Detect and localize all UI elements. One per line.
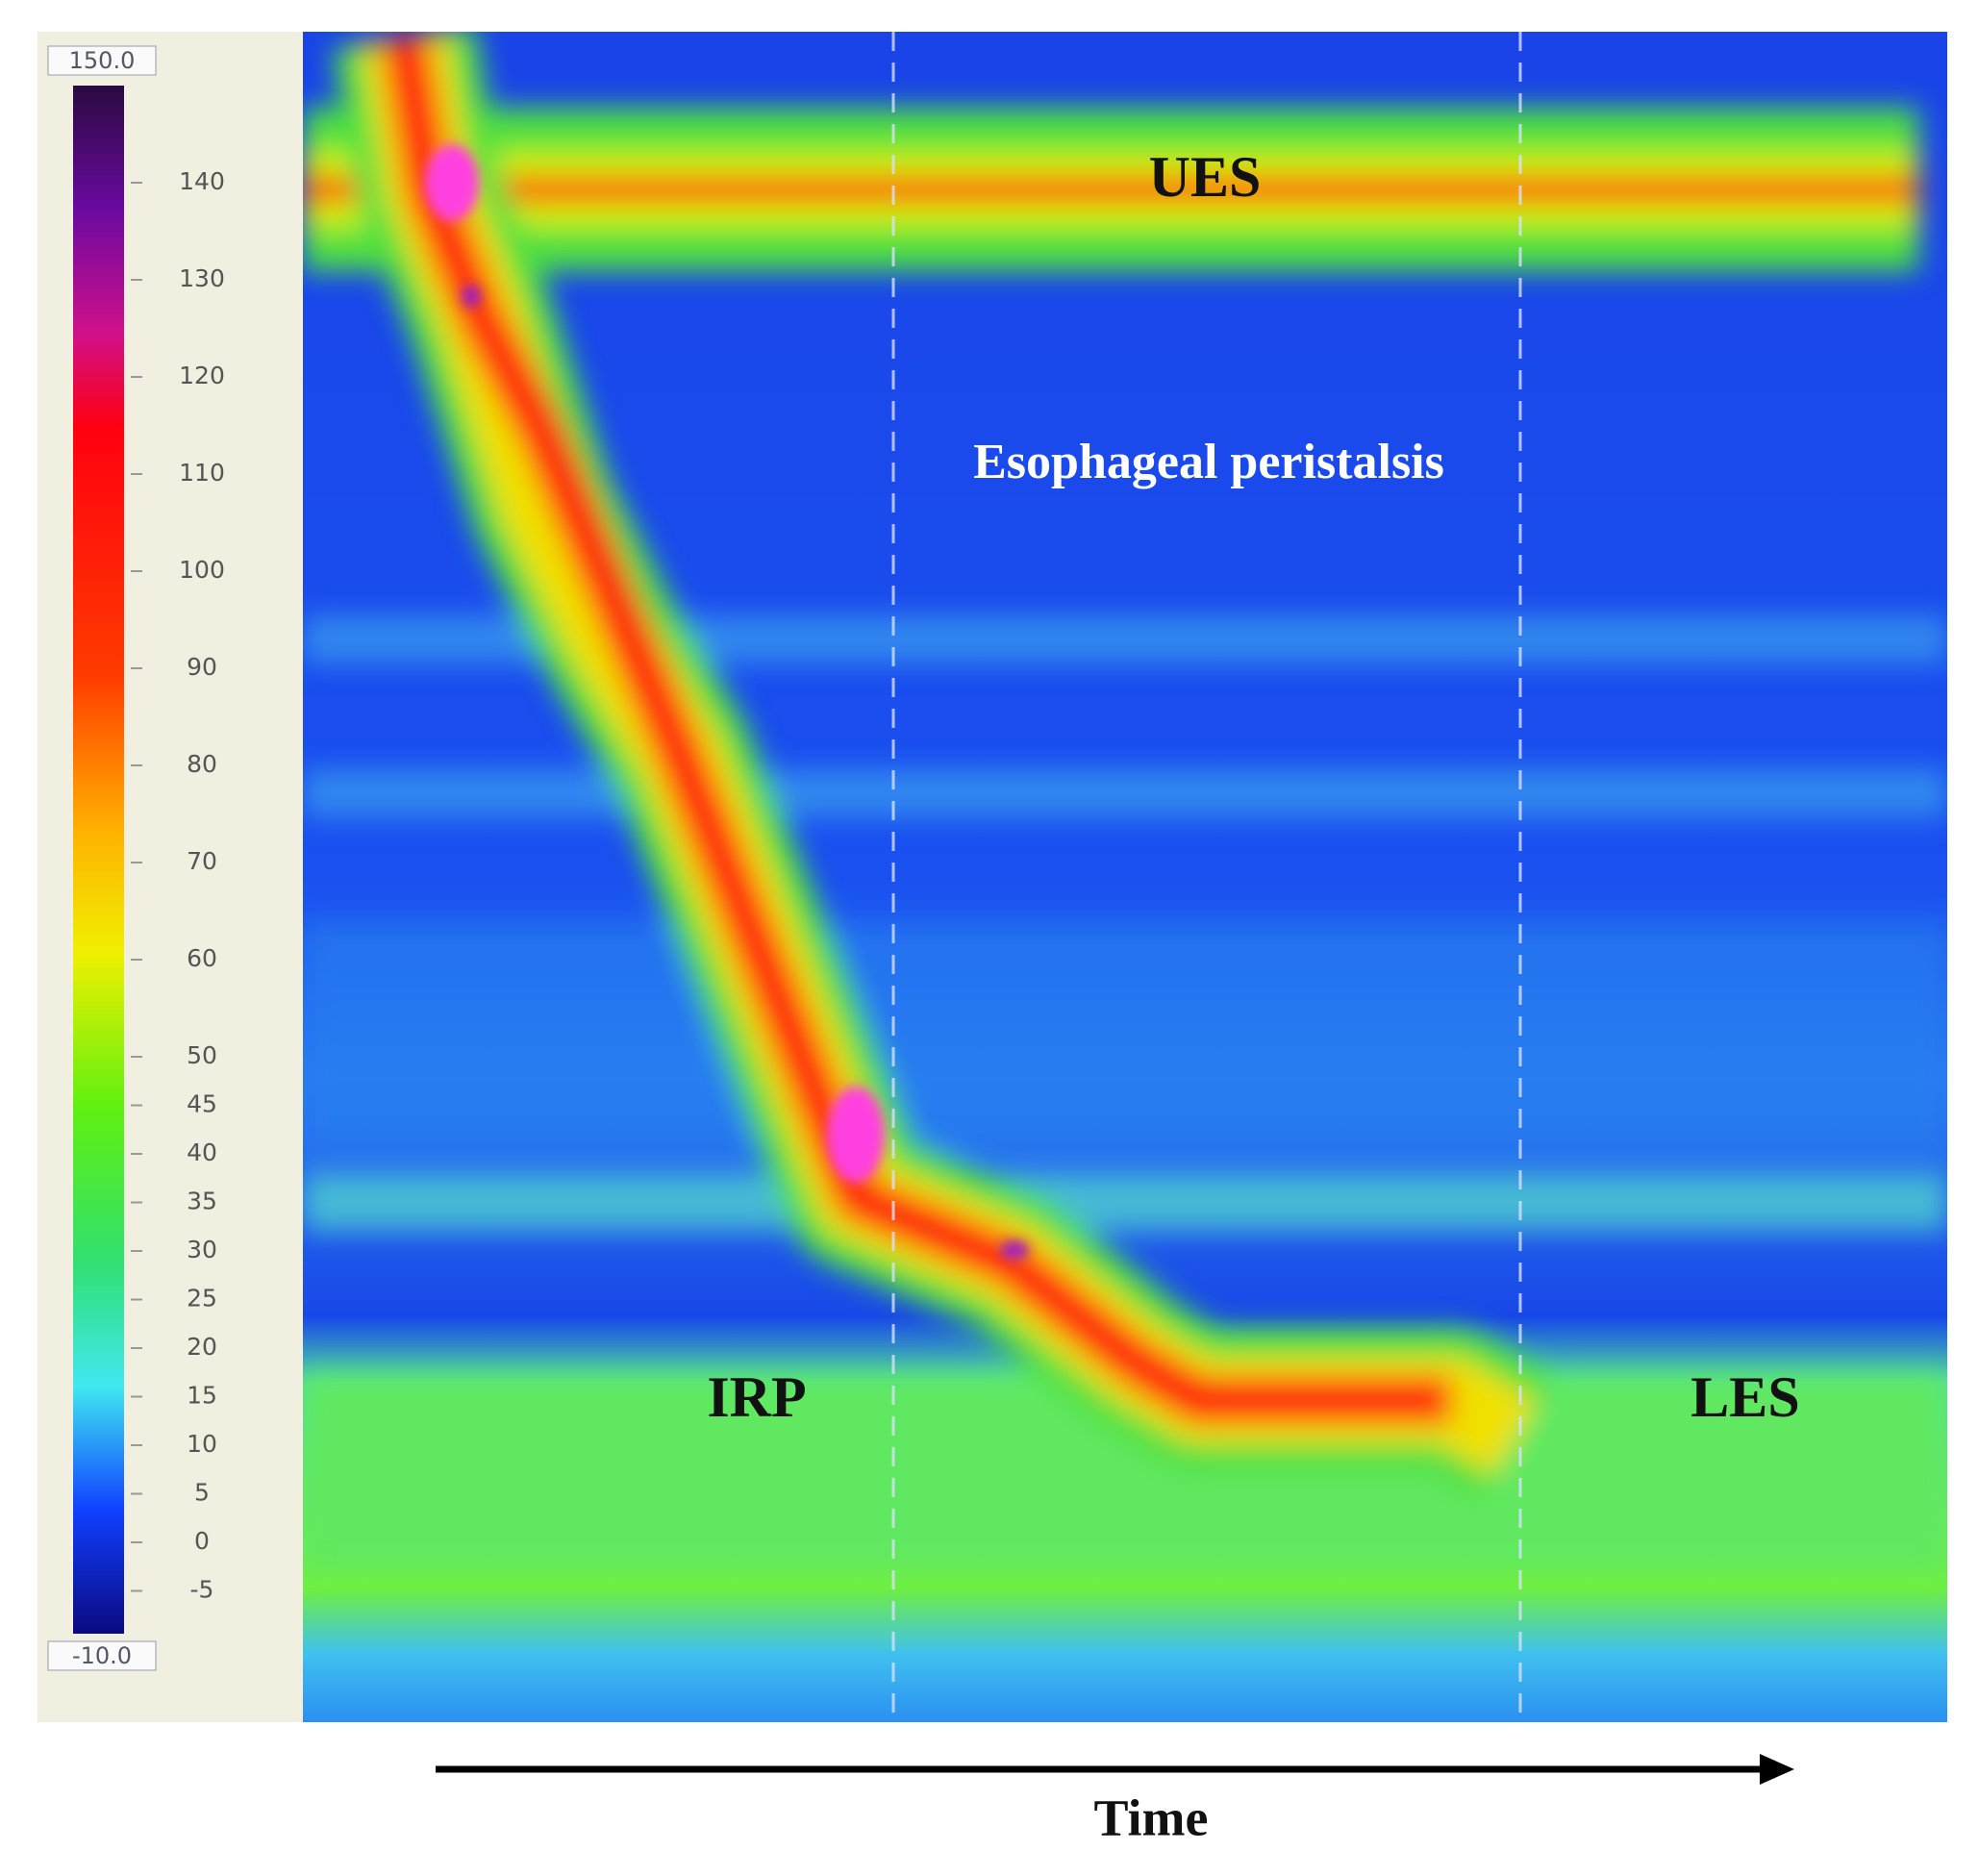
min-label: -10.0 xyxy=(72,1642,132,1669)
tick-label: 20 xyxy=(187,1333,217,1361)
tick-label: 5 xyxy=(194,1479,210,1507)
tick-label: 15 xyxy=(187,1382,217,1410)
x-axis-label: Time xyxy=(1094,1788,1209,1846)
tick-label: 120 xyxy=(179,362,225,389)
tick-label: 110 xyxy=(179,459,225,487)
tick-label: 50 xyxy=(187,1041,217,1069)
max-box xyxy=(47,45,157,76)
peristalsis-label: Esophageal peristalsis xyxy=(973,435,1444,489)
min-box xyxy=(47,1640,157,1671)
ues-label: UES xyxy=(1149,145,1262,209)
tick-label: 80 xyxy=(187,750,217,778)
colorbar xyxy=(73,86,124,1634)
tick-label: 45 xyxy=(187,1090,217,1118)
tick-label: 100 xyxy=(179,556,225,584)
tick-label: 25 xyxy=(187,1285,217,1313)
tick-label: 130 xyxy=(179,264,225,292)
tick-label: -5 xyxy=(190,1576,214,1604)
tick-label: 10 xyxy=(187,1430,217,1458)
irp-label: IRP xyxy=(707,1365,806,1429)
tick-label: 35 xyxy=(187,1188,217,1215)
heatmap xyxy=(303,32,1947,1722)
tick-label: 140 xyxy=(179,167,225,195)
max-label: 150.0 xyxy=(69,47,136,74)
tick-label: 90 xyxy=(187,653,217,681)
tick-label: 70 xyxy=(187,847,217,875)
tick-label: 40 xyxy=(187,1138,217,1166)
les-label: LES xyxy=(1690,1365,1799,1429)
tick-label: 0 xyxy=(194,1527,210,1555)
tick-label: 60 xyxy=(187,944,217,972)
arrow-head xyxy=(1760,1754,1794,1785)
tick-label: 30 xyxy=(187,1236,217,1263)
